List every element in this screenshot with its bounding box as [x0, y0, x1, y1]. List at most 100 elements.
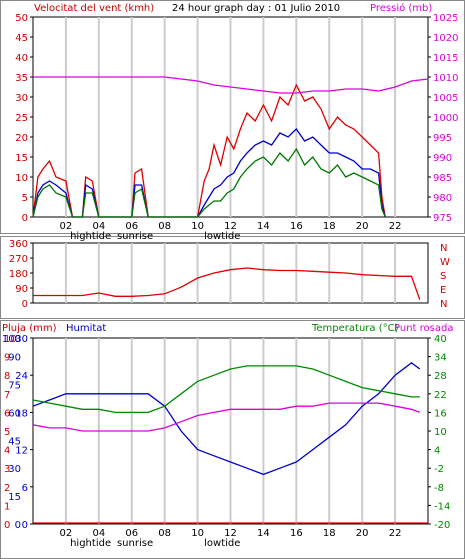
y-temperature-tick-label: 10 [434, 427, 447, 438]
y-humidity2-tick-label: 0 [22, 520, 28, 531]
series-line-2 [32, 147, 386, 218]
x-tick-label: 14 [257, 528, 270, 539]
y-temperature-tick-label: 28 [434, 371, 447, 382]
panel-3-right2-label: Punt rosada [394, 323, 453, 334]
x-tick-label: 12 [224, 528, 237, 539]
y-rain-tick-label: 10 [4, 334, 17, 345]
y-right-tick-label: 995 [433, 133, 452, 144]
y-left-tick-label: 10 [15, 173, 28, 184]
y-right-tick-label: 990 [433, 153, 452, 164]
compass-label: N [440, 243, 447, 254]
y-temperature-tick-label: -20 [434, 520, 450, 531]
compass-label: W [440, 257, 450, 268]
x-tick-label: 18 [323, 221, 336, 232]
y-temperature-tick-label: 22 [434, 390, 447, 401]
y-humidity2-tick-label: 30 [15, 334, 28, 345]
y-left-tick-label: 90 [15, 284, 28, 295]
x-tick-label: 02 [60, 528, 73, 539]
y-humidity2-tick-label: 12 [15, 446, 28, 457]
y-left-tick-label: 360 [9, 239, 28, 250]
y-left-tick-label: 5 [22, 193, 28, 204]
annotation-hightide: hightide [70, 231, 111, 242]
panel-1-left-label: Velocitat del vent (kmh) [34, 3, 154, 14]
series-line-punt-rosada [32, 402, 421, 432]
panel-3-right-label: Temperatura (°C) [311, 323, 399, 334]
x-tick-label: 10 [191, 221, 204, 232]
y-left-tick-label: 50 [15, 13, 28, 24]
y-humidity2-tick-label: 6 [22, 483, 28, 494]
x-tick-label: 06 [125, 221, 138, 232]
y-left-tick-label: 20 [15, 133, 28, 144]
y-temperature-tick-label: -2 [434, 464, 444, 475]
x-tick-label: 08 [158, 221, 171, 232]
y-humidity-tick-label: 15 [8, 492, 21, 503]
annotation-sunrise: sunrise [117, 538, 153, 549]
x-tick-label: 20 [356, 221, 369, 232]
x-tick-label: 14 [257, 221, 270, 232]
y-humidity2-tick-label: 24 [15, 371, 28, 382]
compass-label: E [440, 285, 446, 296]
x-tick-label: 02 [60, 221, 73, 232]
x-tick-label: 16 [290, 528, 303, 539]
y-humidity2-tick-label: 18 [15, 408, 28, 419]
y-rain-tick-label: 0 [4, 520, 10, 531]
x-tick-label: 04 [92, 528, 105, 539]
x-tick-label: 10 [191, 528, 204, 539]
y-humidity-tick-label: 0 [15, 520, 21, 531]
series-line-humitat [32, 361, 421, 476]
y-temperature-tick-label: 4 [434, 446, 440, 457]
y-humidity-tick-label: 75 [8, 381, 21, 392]
series-line-3 [33, 76, 429, 94]
annotation-lowtide: lowtide [204, 538, 240, 549]
y-humidity-tick-label: 30 [8, 464, 21, 475]
y-right-tick-label: 975 [433, 213, 452, 224]
y-left-tick-label: 15 [15, 153, 28, 164]
y-right-tick-label: 1025 [433, 13, 458, 24]
series-line-temperatura [32, 365, 420, 414]
y-right-tick-label: 1010 [433, 73, 458, 84]
compass-label: S [440, 271, 446, 282]
y-left-tick-label: 25 [15, 113, 28, 124]
y-humidity-tick-label: 90 [8, 353, 21, 364]
y-right-tick-label: 1020 [433, 33, 458, 44]
y-temperature-tick-label: 40 [434, 334, 447, 345]
x-tick-label: 08 [158, 528, 171, 539]
y-rain-tick-label: 7 [4, 390, 10, 401]
y-temperature-tick-label: 16 [434, 408, 447, 419]
y-left-tick-label: 270 [9, 254, 28, 265]
x-tick-label: 06 [125, 528, 138, 539]
y-temperature-tick-label: -14 [434, 501, 450, 512]
y-left-tick-label: 35 [15, 73, 28, 84]
y-left-tick-label: 45 [15, 33, 28, 44]
y-rain-tick-label: 8 [4, 371, 10, 382]
y-rain-tick-label: 2 [4, 483, 10, 494]
y-right-tick-label: 1015 [433, 53, 458, 64]
y-rain-tick-label: 4 [4, 446, 10, 457]
x-tick-label: 22 [389, 221, 402, 232]
y-right-tick-label: 980 [433, 193, 452, 204]
y-left-tick-label: 40 [15, 53, 28, 64]
y-rain-tick-label: 1 [4, 501, 10, 512]
y-temperature-tick-label: 34 [434, 353, 447, 364]
y-left-tick-label: 30 [15, 93, 28, 104]
y-right-tick-label: 985 [433, 173, 452, 184]
y-humidity-tick-label: 45 [8, 436, 21, 447]
panel-1-title: 24 hour graph day : 01 Julio 2010 [172, 3, 340, 14]
panel-1-right-label: Pressió (mb) [370, 2, 432, 14]
plot-wind-pressure: 0510152025303540455097598098599099510001… [15, 13, 458, 242]
x-tick-label: 04 [92, 221, 105, 232]
y-rain-tick-label: 9 [4, 353, 10, 364]
panel-3-left-label: Pluja (mm) [2, 323, 57, 334]
annotation-hightide: hightide [70, 538, 111, 549]
y-humidity-tick-label: 60 [8, 408, 21, 419]
y-left-tick-label: 0 [22, 299, 28, 310]
x-tick-label: 18 [323, 528, 336, 539]
x-tick-label: 20 [356, 528, 369, 539]
panel-3-left2-label: Humitat [66, 323, 106, 334]
y-rain-tick-label: 3 [4, 464, 10, 475]
y-right-tick-label: 1005 [433, 93, 458, 104]
x-tick-label: 22 [389, 528, 402, 539]
compass-label: N [440, 299, 447, 310]
